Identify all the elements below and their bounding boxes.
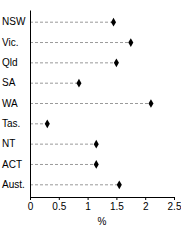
y-tick: WA xyxy=(2,98,30,109)
y-tick-label: Vic. xyxy=(2,37,19,48)
y-tick-label: NT xyxy=(2,138,15,149)
x-tick-label: 2 xyxy=(143,201,149,212)
chart: 0 0.5 1 1.5 2 2.5 NSW Vic. Qld SA WA Tas. NT ACT Aust.… xyxy=(0,0,181,231)
x-tick: 2 xyxy=(143,197,149,212)
x-tick: 1.5 xyxy=(110,197,124,212)
x-tick-mark xyxy=(174,197,175,200)
y-tick: Aust. xyxy=(2,179,30,190)
leader-line xyxy=(30,164,96,165)
x-tick-label: 0.5 xyxy=(52,201,66,212)
leader-line xyxy=(30,42,131,43)
leader-line xyxy=(30,144,96,145)
x-tick-label: 1.5 xyxy=(110,201,124,212)
leader-line xyxy=(30,62,116,63)
x-tick-mark xyxy=(116,197,117,200)
dot xyxy=(76,79,81,88)
x-tick-mark xyxy=(59,197,60,200)
y-tick: ACT xyxy=(2,159,30,170)
y-axis: NSW Vic. Qld SA WA Tas. NT ACT Aust. xyxy=(2,11,31,198)
y-tick-label: Aust. xyxy=(2,179,25,190)
x-axis-line xyxy=(31,198,175,201)
leader-line xyxy=(30,22,114,23)
y-tick: NT xyxy=(2,138,30,149)
dot xyxy=(117,180,122,189)
dot xyxy=(111,18,116,27)
dot xyxy=(128,38,133,47)
y-tick-label: ACT xyxy=(2,159,22,170)
y-tick: NSW xyxy=(2,16,30,27)
dot xyxy=(94,140,99,149)
x-tick-label: 1 xyxy=(85,201,91,212)
x-tick-label: 2.5 xyxy=(168,201,181,212)
leader-line xyxy=(30,103,151,104)
x-tick: 0 xyxy=(28,197,34,212)
x-tick-mark xyxy=(145,197,146,200)
dot xyxy=(45,119,50,128)
y-tick-label: Qld xyxy=(2,57,18,68)
x-tick: 1 xyxy=(85,197,91,212)
leader-line xyxy=(30,83,79,84)
y-tick: SA xyxy=(2,77,30,88)
y-tick: Qld xyxy=(2,57,30,68)
dot xyxy=(114,58,119,67)
x-axis-title: % xyxy=(98,216,107,227)
y-tick-label: Tas. xyxy=(2,118,20,129)
y-axis-line xyxy=(30,11,31,198)
dot xyxy=(148,99,153,108)
plot: 0 0.5 1 1.5 2 2.5 NSW Vic. Qld SA WA Tas. NT ACT Aust. xyxy=(2,11,181,213)
dot xyxy=(94,160,99,169)
y-tick-label: WA xyxy=(2,98,18,109)
x-tick: 2.5 xyxy=(168,197,181,212)
x-axis: 0 0.5 1 1.5 2 2.5 xyxy=(28,197,181,212)
y-tick: Tas. xyxy=(2,118,30,129)
x-tick-mark xyxy=(88,197,89,200)
x-tick-label: 0 xyxy=(28,201,34,212)
marks xyxy=(30,18,153,189)
y-tick-label: NSW xyxy=(2,16,26,27)
y-tick-label: SA xyxy=(2,77,16,88)
leader-line xyxy=(30,184,119,185)
leader-line xyxy=(30,123,47,124)
y-tick: Vic. xyxy=(2,37,30,48)
x-tick: 0.5 xyxy=(52,197,66,212)
